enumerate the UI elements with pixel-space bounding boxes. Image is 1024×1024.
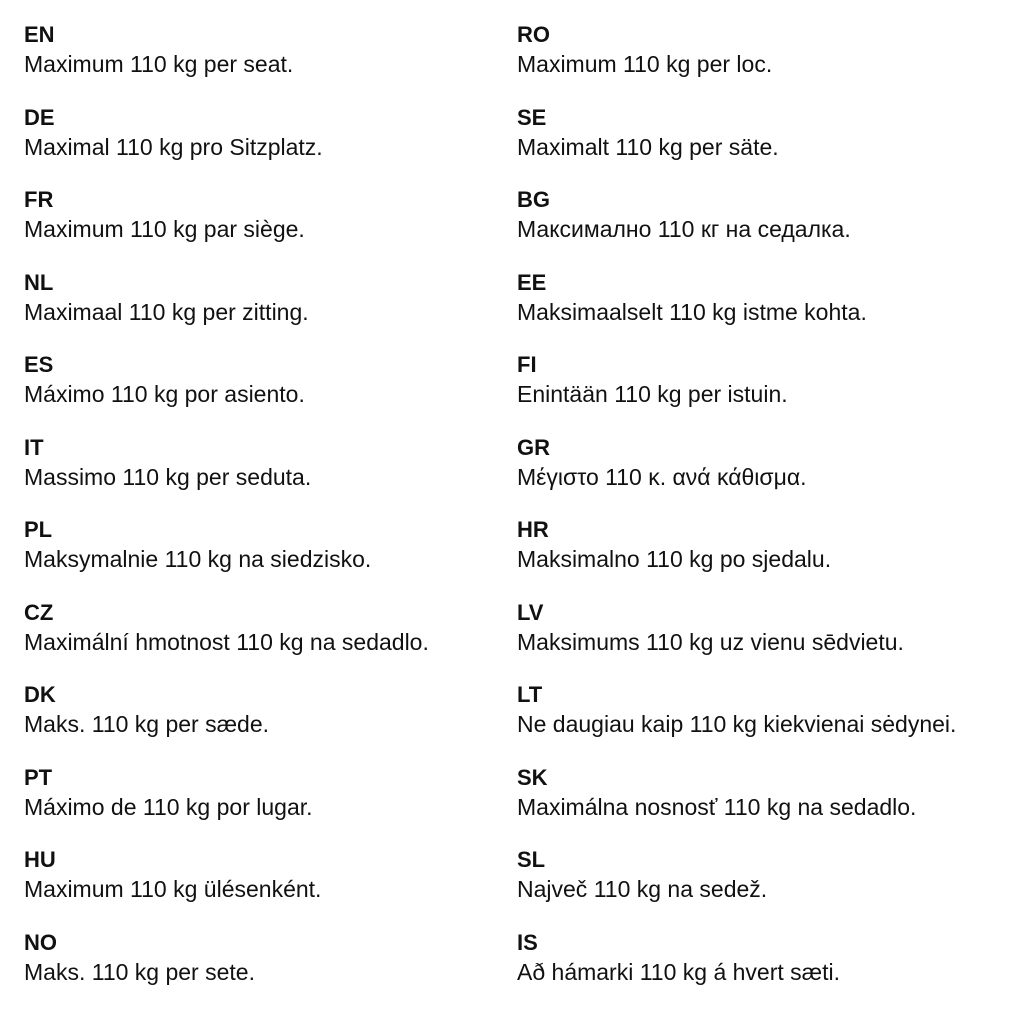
language-code: FR: [24, 187, 54, 212]
weight-limit-text: Maximální hmotnost 110 kg na sedadlo.: [24, 628, 429, 655]
language-code: LV: [517, 599, 544, 625]
language-code: NO: [24, 929, 57, 955]
language-code: EN: [24, 22, 55, 47]
language-entry-gr: GR Μέγιστο 110 κ. ανά κάθισμα.: [517, 435, 807, 491]
language-entry-it: IT Massimo 110 kg per seduta.: [24, 435, 311, 491]
language-entry-hr: HR Maksimalno 110 kg po sjedalu.: [517, 517, 831, 573]
weight-limit-text: Maks. 110 kg per sete.: [24, 958, 255, 985]
language-entry-en: EN Maximum 110 kg per seat.: [24, 22, 293, 78]
language-entry-de: DE Maximal 110 kg pro Sitzplatz.: [24, 105, 323, 161]
language-entry-no: NO Maks. 110 kg per sete.: [24, 930, 255, 986]
weight-limit-text: Μέγιστο 110 κ. ανά κάθισμα.: [517, 463, 807, 490]
weight-limit-text: Maximum 110 kg par siège.: [24, 216, 305, 242]
language-code: BG: [517, 187, 550, 212]
language-entry-fr: FR Maximum 110 kg par siège.: [24, 187, 305, 243]
language-code: NL: [24, 269, 54, 295]
weight-limit-text: Massimo 110 kg per seduta.: [24, 463, 312, 490]
language-code: EE: [517, 269, 547, 295]
language-entry-se: SE Maximalt 110 kg per säte.: [517, 105, 779, 161]
weight-limit-text: Maksimums 110 kg uz vienu sēdvietu.: [517, 628, 904, 655]
weight-limit-text: Maximalt 110 kg per säte.: [517, 133, 779, 160]
language-code: SE: [517, 104, 547, 130]
language-entry-es: ES Máximo 110 kg por asiento.: [24, 352, 305, 408]
language-entry-dk: DK Maks. 110 kg per sæde.: [24, 682, 269, 738]
language-entry-sl: SL Največ 110 kg na sedež.: [517, 847, 767, 903]
language-code: SL: [517, 847, 546, 872]
language-code: HU: [24, 847, 56, 872]
weight-limit-text: Maksimalno 110 kg po sjedalu.: [517, 546, 832, 572]
language-entry-lv: LV Maksimums 110 kg uz vienu sēdvietu.: [517, 600, 904, 656]
language-code: PL: [24, 517, 53, 542]
language-code: RO: [517, 22, 550, 47]
weight-limit-text: Maximum 110 kg per seat.: [24, 51, 294, 77]
weight-limit-text: Enintään 110 kg per istuin.: [517, 381, 788, 407]
language-code: DK: [24, 682, 56, 707]
language-code: IT: [24, 434, 44, 460]
weight-limit-text: Maximum 110 kg ülésenként.: [24, 876, 322, 902]
language-code: HR: [517, 517, 549, 542]
language-entry-is: IS Að hámarki 110 kg á hvert sæti.: [517, 930, 840, 986]
weight-limit-text: Максимално 110 кг на седалка.: [517, 216, 851, 242]
language-code: DE: [24, 104, 55, 130]
weight-limit-text: Največ 110 kg na sedež.: [517, 876, 768, 902]
language-entry-cz: CZ Maximální hmotnost 110 kg na sedadlo.: [24, 600, 429, 656]
weight-limit-text: Maksymalnie 110 kg na siedzisko.: [24, 546, 372, 572]
language-code: GR: [517, 434, 550, 460]
weight-limit-text: Maximálna nosnosť 110 kg na sedadlo.: [517, 793, 917, 820]
language-code: SK: [517, 764, 548, 790]
language-entry-ee: EE Maksimaalselt 110 kg istme kohta.: [517, 270, 867, 326]
language-entry-pt: PT Máximo de 110 kg por lugar.: [24, 765, 313, 821]
language-entry-bg: BG Максимално 110 кг на седалка.: [517, 187, 851, 243]
weight-limit-text: Maximaal 110 kg per zitting.: [24, 298, 309, 325]
weight-limit-text: Maximum 110 kg per loc.: [517, 51, 773, 77]
weight-limit-text: Maksimaalselt 110 kg istme kohta.: [517, 298, 867, 325]
weight-limit-text: Ne daugiau kaip 110 kg kiekvienai sėdyne…: [517, 711, 957, 737]
weight-limit-text: Máximo 110 kg por asiento.: [24, 381, 305, 407]
language-entry-hu: HU Maximum 110 kg ülésenként.: [24, 847, 321, 903]
weight-limit-text: Máximo de 110 kg por lugar.: [24, 793, 313, 820]
language-entry-nl: NL Maximaal 110 kg per zitting.: [24, 270, 309, 326]
language-code: IS: [517, 929, 538, 955]
language-entry-ro: RO Maximum 110 kg per loc.: [517, 22, 772, 78]
weight-limit-text: Að hámarki 110 kg á hvert sæti.: [517, 958, 840, 985]
language-code: ES: [24, 352, 54, 377]
language-code: PT: [24, 764, 53, 790]
language-entry-lt: LT Ne daugiau kaip 110 kg kiekvienai sėdy…: [517, 682, 956, 738]
language-code: CZ: [24, 599, 54, 625]
language-code: FI: [517, 352, 537, 377]
language-code: LT: [517, 682, 543, 707]
language-entry-sk: SK Maximálna nosnosť 110 kg na sedadlo.: [517, 765, 916, 821]
language-entry-pl: PL Maksymalnie 110 kg na siedzisko.: [24, 517, 371, 573]
weight-limit-text: Maximal 110 kg pro Sitzplatz.: [24, 133, 323, 160]
weight-limit-text: Maks. 110 kg per sæde.: [24, 711, 270, 737]
language-entry-fi: FI Enintään 110 kg per istuin.: [517, 352, 788, 408]
